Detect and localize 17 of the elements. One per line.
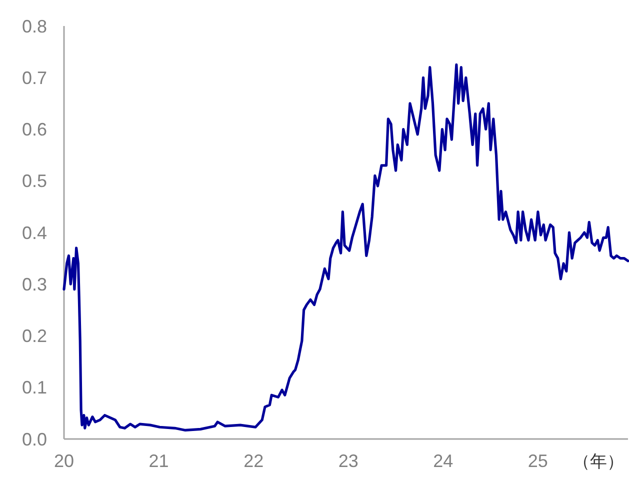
x-tick-label: 21 [148, 451, 169, 471]
x-axis-title: （年） [573, 452, 624, 471]
y-tick-label: 0.1 [22, 378, 47, 398]
x-tick-label: 24 [433, 451, 454, 471]
x-tick-label: 25 [528, 451, 548, 471]
y-tick-label: 0.3 [22, 274, 47, 294]
x-tick-label: 20 [54, 451, 74, 471]
y-tick-label: 0.6 [22, 120, 47, 140]
y-tick-label: 0.5 [22, 171, 47, 192]
x-tick-label: 22 [244, 451, 264, 471]
y-tick-label: 0.0 [22, 429, 47, 450]
y-tick-label: 0.4 [22, 222, 47, 243]
y-tick-label: 0.2 [22, 326, 47, 346]
x-tick-label: 23 [338, 451, 358, 471]
line-series [62, 63, 629, 432]
y-tick-label: 0.7 [22, 68, 47, 88]
y-tick-label: 0.8 [22, 16, 47, 36]
